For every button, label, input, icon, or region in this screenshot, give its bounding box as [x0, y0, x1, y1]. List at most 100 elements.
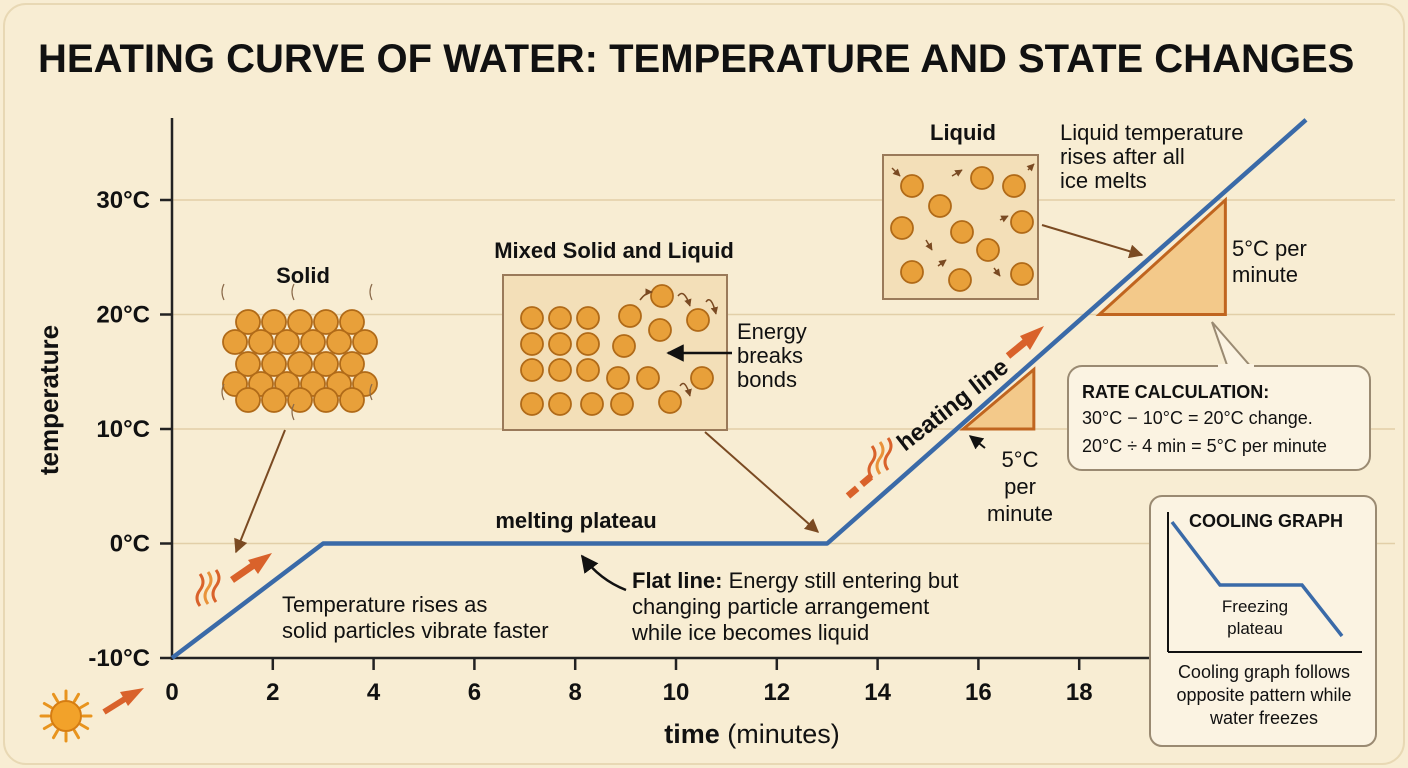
liquid-particles-icon: [890, 163, 1035, 292]
particle: [339, 387, 365, 413]
flat-line-rest: Energy still entering but: [722, 568, 958, 593]
liquid-rises-line-1: Liquid temperature: [1060, 120, 1243, 145]
sun-ray: [42, 723, 53, 730]
particle: [658, 390, 682, 414]
mixed-pointer-arrow: [704, 431, 820, 533]
vibration-mark: [291, 283, 295, 301]
particle: [352, 329, 378, 355]
rate-box-title: RATE CALCULATION:: [1082, 382, 1269, 402]
particle: [576, 332, 600, 356]
flat-line-line-2: changing particle arrangement: [632, 594, 929, 619]
sun-ray: [79, 702, 90, 709]
x-tick-label: 12: [763, 679, 790, 706]
energy-breaks-line-1: Energy: [737, 319, 807, 344]
liquid-rises-line-2: rises after all: [1060, 144, 1185, 169]
particle: [248, 329, 274, 355]
particle: [222, 329, 248, 355]
x-tick-label: 6: [468, 679, 481, 706]
x-tick-label: 2: [266, 679, 279, 706]
y-tick-label: 10°C: [96, 416, 150, 443]
particle: [520, 392, 544, 416]
flat-line-bold: Flat line:: [632, 568, 722, 593]
particle: [648, 318, 672, 342]
particle: [948, 268, 972, 292]
rate-box-seam: [1218, 364, 1254, 370]
heat-arrow-mid: [1005, 335, 1033, 359]
cooling-graph-box: [1149, 495, 1377, 747]
motion-arrow: [677, 292, 692, 307]
particle: [612, 334, 636, 358]
particle: [235, 351, 261, 377]
x-axis-title-bold: time: [664, 719, 720, 749]
vibration-mark: [221, 383, 225, 401]
particle: [580, 392, 604, 416]
sun-ray: [73, 729, 80, 740]
particle: [548, 332, 572, 356]
particle: [686, 308, 710, 332]
solid-pointer-arrow: [234, 429, 286, 554]
particle: [326, 329, 352, 355]
cooling-box-title: COOLING GRAPH: [1189, 511, 1343, 531]
heat-waves-icon-start: [195, 569, 221, 607]
x-tick-label: 18: [1066, 679, 1093, 706]
flat-line-line-1: Flat line: Energy still entering but: [632, 568, 958, 593]
particle: [548, 306, 572, 330]
x-axis-title: time (minutes): [664, 719, 840, 749]
rate-box-line-2: 20°C ÷ 4 min = 5°C per minute: [1082, 436, 1327, 456]
particle: [261, 351, 287, 377]
particle: [976, 238, 1000, 262]
particle: [339, 351, 365, 377]
sun-arrow-head: [120, 688, 144, 706]
particle: [300, 329, 326, 355]
particle: [1002, 174, 1026, 198]
sun-disc: [50, 700, 82, 732]
particle: [520, 306, 544, 330]
particle: [576, 306, 600, 330]
cooling-caption-line-3: water freezes: [1209, 708, 1318, 728]
motion-arrow: [639, 288, 653, 301]
y-tick-label: 30°C: [96, 187, 150, 214]
mixed-particles-icon: [520, 284, 718, 416]
rate-lower-line-1: 5°C: [1002, 447, 1039, 472]
rate-upper-line-1: 5°C per: [1232, 236, 1307, 261]
particle: [520, 358, 544, 382]
cooling-caption-line-1: Cooling graph follows: [1178, 662, 1350, 682]
motion-arrow: [679, 382, 692, 397]
vibration-mark: [369, 383, 373, 401]
particle: [287, 387, 313, 413]
cooling-curve-line: [1170, 520, 1344, 638]
heat-arrow-start-head: [248, 553, 272, 574]
particle: [339, 309, 365, 335]
particle: [576, 358, 600, 382]
x-tick-label: 0: [165, 679, 178, 706]
liquid-rises-line-3: ice melts: [1060, 168, 1147, 193]
particle: [636, 366, 660, 390]
y-tick-labels: -10°C 0°C 10°C 20°C 30°C: [88, 187, 172, 672]
mixed-label: Mixed Solid and Liquid: [494, 238, 734, 263]
particle: [261, 387, 287, 413]
motion-arrow: [1026, 163, 1035, 172]
x-tick-label: 10: [663, 679, 690, 706]
particle: [618, 304, 642, 328]
temp-rises-line-1: Temperature rises as: [282, 592, 487, 617]
rate-triangle-upper: [1095, 196, 1227, 316]
x-axis-title-unit: (minutes): [727, 719, 840, 749]
particle: [548, 358, 572, 382]
heat-waves-icon-mid: [867, 437, 893, 479]
rate-lower-line-2: per: [1004, 474, 1036, 499]
energy-breaks-line-3: bonds: [737, 367, 797, 392]
particle: [274, 329, 300, 355]
liquid-pointer-arrow: [1041, 224, 1144, 259]
sun-ray: [42, 702, 53, 709]
x-tick-label: 16: [965, 679, 992, 706]
particle: [313, 351, 339, 377]
vibration-mark: [369, 283, 373, 301]
rate-lower-arrow: [968, 435, 986, 450]
motion-arrow: [705, 299, 718, 315]
particle: [1010, 210, 1034, 234]
x-tick-label: 8: [569, 679, 582, 706]
particle: [928, 194, 952, 218]
particle: [287, 351, 313, 377]
x-tick-label: 14: [864, 679, 891, 706]
